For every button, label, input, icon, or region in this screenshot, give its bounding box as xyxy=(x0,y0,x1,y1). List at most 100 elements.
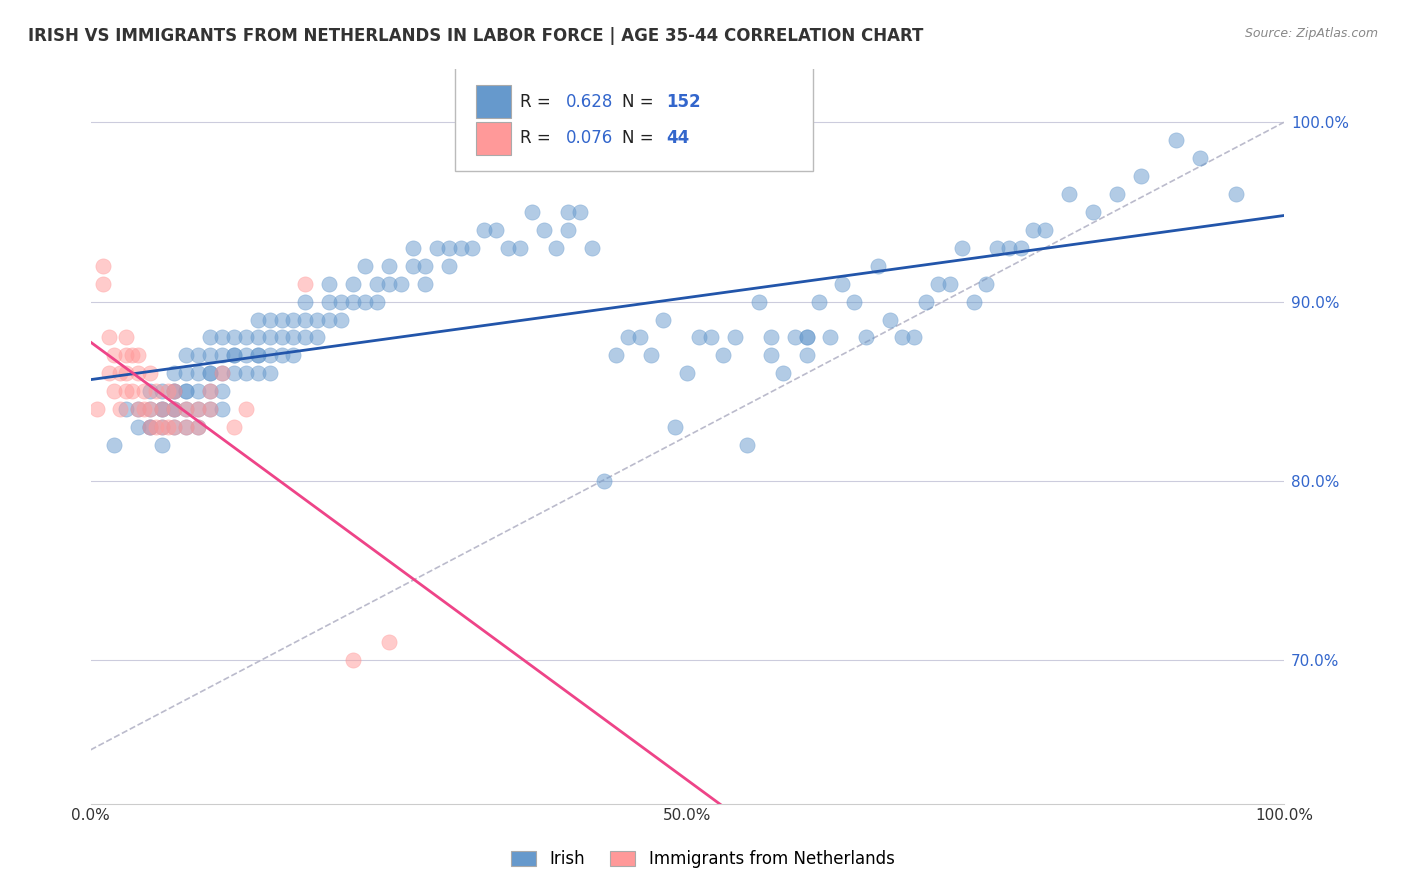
Point xyxy=(150,420,173,434)
Point xyxy=(270,330,292,344)
Point xyxy=(235,402,257,417)
Point xyxy=(127,402,149,417)
Point xyxy=(378,635,401,649)
Point xyxy=(259,348,281,362)
Point xyxy=(318,277,340,291)
Point xyxy=(91,277,114,291)
Point xyxy=(211,367,233,381)
Point xyxy=(879,312,901,326)
Text: 0.628: 0.628 xyxy=(565,93,613,111)
Point xyxy=(366,294,388,309)
Point xyxy=(222,420,245,434)
Text: R =: R = xyxy=(520,129,557,147)
Point xyxy=(103,384,125,399)
Point xyxy=(187,348,209,362)
Point xyxy=(318,294,340,309)
Point xyxy=(174,348,197,362)
Point xyxy=(211,330,233,344)
FancyBboxPatch shape xyxy=(454,62,813,171)
Point xyxy=(211,348,233,362)
Text: 0.076: 0.076 xyxy=(565,129,613,147)
Point xyxy=(163,384,186,399)
Text: N =: N = xyxy=(621,129,658,147)
Point xyxy=(568,205,591,219)
Point xyxy=(294,312,316,326)
Point xyxy=(222,348,245,362)
Point xyxy=(211,367,233,381)
Text: R =: R = xyxy=(520,93,557,111)
Point xyxy=(127,348,149,362)
Point xyxy=(198,367,221,381)
Point xyxy=(772,367,794,381)
Point xyxy=(496,241,519,255)
Point xyxy=(198,384,221,399)
Point xyxy=(235,367,257,381)
Point xyxy=(748,294,770,309)
Point xyxy=(163,420,186,434)
Point xyxy=(1022,223,1045,237)
Point xyxy=(616,330,638,344)
Text: Source: ZipAtlas.com: Source: ZipAtlas.com xyxy=(1244,27,1378,40)
Point xyxy=(283,312,305,326)
Point xyxy=(150,438,173,452)
Point xyxy=(461,241,484,255)
Point xyxy=(246,348,269,362)
Point xyxy=(796,348,818,362)
Point xyxy=(174,420,197,434)
Point xyxy=(127,367,149,381)
Point xyxy=(187,420,209,434)
Point xyxy=(198,402,221,417)
Point xyxy=(121,384,143,399)
Point xyxy=(246,367,269,381)
Text: N =: N = xyxy=(621,93,658,111)
Point xyxy=(127,402,149,417)
Point xyxy=(198,402,221,417)
Point xyxy=(103,348,125,362)
Point xyxy=(115,402,138,417)
Point xyxy=(163,384,186,399)
Point xyxy=(307,312,329,326)
Point xyxy=(450,241,472,255)
Point xyxy=(1033,223,1056,237)
Point xyxy=(270,312,292,326)
Point xyxy=(485,223,508,237)
Text: 152: 152 xyxy=(666,93,700,111)
Point xyxy=(998,241,1021,255)
Point xyxy=(688,330,710,344)
Point xyxy=(426,241,449,255)
Point xyxy=(474,223,496,237)
Point xyxy=(187,367,209,381)
Point xyxy=(628,330,651,344)
Point xyxy=(139,420,162,434)
Point xyxy=(174,384,197,399)
Point xyxy=(1010,241,1032,255)
Point xyxy=(950,241,973,255)
Point xyxy=(145,420,167,434)
Point xyxy=(700,330,723,344)
Point xyxy=(222,348,245,362)
Point xyxy=(97,330,120,344)
Point xyxy=(246,348,269,362)
Point xyxy=(187,402,209,417)
Point xyxy=(187,420,209,434)
Point xyxy=(115,367,138,381)
Point xyxy=(163,402,186,417)
Point xyxy=(1081,205,1104,219)
Point xyxy=(270,348,292,362)
Point xyxy=(307,330,329,344)
Point xyxy=(121,348,143,362)
Point xyxy=(413,277,436,291)
Point xyxy=(163,384,186,399)
Point xyxy=(807,294,830,309)
Point xyxy=(246,330,269,344)
Point xyxy=(903,330,925,344)
Point xyxy=(1225,187,1247,202)
Point xyxy=(150,402,173,417)
Point xyxy=(724,330,747,344)
Point xyxy=(986,241,1008,255)
Point xyxy=(939,277,962,291)
Point xyxy=(222,367,245,381)
Point xyxy=(139,402,162,417)
Point xyxy=(557,223,579,237)
Point xyxy=(402,259,425,273)
